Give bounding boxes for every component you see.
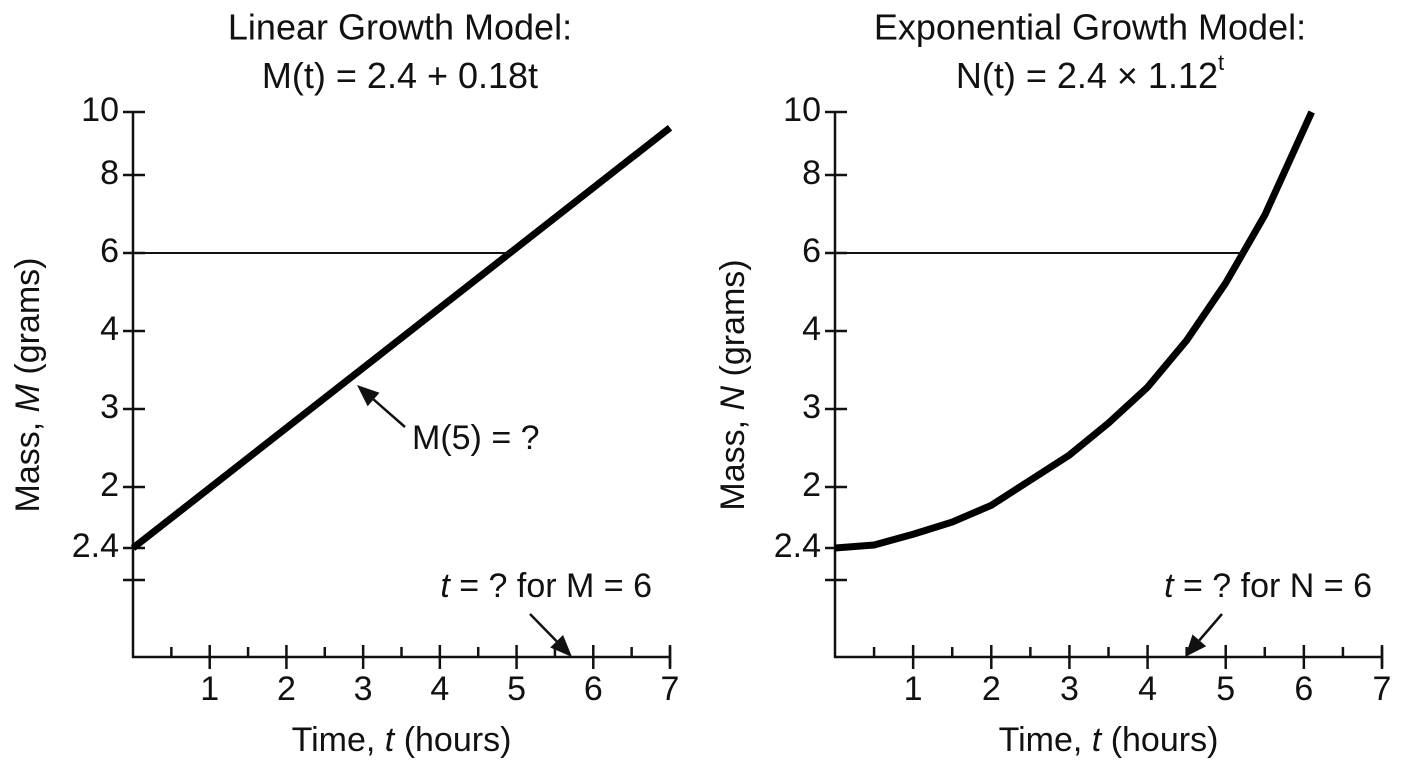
x-tick-label: 5 bbox=[1216, 670, 1235, 708]
text-part: Time, bbox=[999, 721, 1092, 759]
axis bbox=[833, 112, 1382, 659]
text-part: (hours) bbox=[1101, 721, 1218, 759]
annotation-arrow bbox=[1198, 613, 1223, 642]
curve bbox=[834, 110, 1315, 552]
chart-title: M(t) = 2.4 + 0.18t bbox=[262, 55, 538, 96]
text-part: Time, bbox=[292, 721, 385, 759]
y-tick-label: 2.4 bbox=[72, 527, 119, 565]
annotation: M(5) = ? bbox=[412, 419, 540, 457]
text-part: M bbox=[9, 383, 47, 412]
annotation-arrow bbox=[529, 613, 558, 643]
x-tick-label: 3 bbox=[1060, 670, 1079, 708]
text-part: N(t) = 2.4 × 1.12 bbox=[956, 55, 1218, 96]
x-tick-label: 1 bbox=[200, 670, 219, 708]
chart-title: N(t) = 2.4 × 1.12t bbox=[956, 50, 1224, 96]
y-tick-label: 2 bbox=[802, 466, 821, 504]
text-part: Mass, bbox=[714, 411, 752, 511]
x-tick-label: 6 bbox=[1294, 670, 1313, 708]
superscript: t bbox=[1218, 50, 1224, 75]
annotation-arrow bbox=[372, 398, 406, 428]
annotation: t = ? for N = 6 bbox=[1164, 567, 1372, 605]
x-tick-label: 7 bbox=[661, 670, 680, 708]
text-part: N bbox=[714, 386, 752, 411]
x-tick-label: 6 bbox=[584, 670, 603, 708]
text-part: t bbox=[385, 721, 396, 759]
text-part: t bbox=[1164, 567, 1175, 605]
text-part: M(t) = 2.4 + 0.18t bbox=[262, 55, 538, 96]
chart-title: Linear Growth Model: bbox=[228, 7, 572, 48]
x-axis-label: Time, t (hours) bbox=[999, 721, 1219, 759]
y-tick-label: 8 bbox=[802, 154, 821, 192]
y-tick-label: 2.4 bbox=[774, 527, 821, 565]
y-tick-label: 4 bbox=[802, 310, 821, 348]
arrow-head bbox=[550, 634, 572, 657]
x-tick-label: 3 bbox=[354, 670, 373, 708]
text-part: t bbox=[1092, 721, 1103, 759]
y-tick-label: 10 bbox=[783, 91, 821, 129]
x-tick-label: 2 bbox=[982, 670, 1001, 708]
axis bbox=[131, 112, 670, 659]
y-axis-label: Mass, M (grams) bbox=[9, 257, 47, 512]
arrow-head bbox=[357, 385, 380, 407]
x-tick-label: 4 bbox=[1138, 670, 1157, 708]
x-tick-label: 1 bbox=[904, 670, 923, 708]
text-part: M(5) = ? bbox=[412, 419, 540, 457]
y-tick-label: 3 bbox=[802, 388, 821, 426]
text-part: Mass, bbox=[9, 412, 47, 512]
x-tick-label: 2 bbox=[277, 670, 296, 708]
annotation: t = ? for M = 6 bbox=[440, 567, 652, 605]
x-axis-label: Time, t (hours) bbox=[292, 721, 512, 759]
text-part: = ? for M = 6 bbox=[450, 567, 652, 605]
text-part: (hours) bbox=[394, 721, 511, 759]
arrow-head bbox=[1185, 634, 1207, 657]
y-tick-label: 4 bbox=[100, 310, 119, 348]
curve bbox=[130, 124, 673, 551]
text-part: (grams) bbox=[9, 257, 47, 384]
y-tick-label: 3 bbox=[100, 388, 119, 426]
text-part: t bbox=[440, 567, 451, 605]
text-part: = ? for N = 6 bbox=[1174, 567, 1372, 605]
y-tick-label: 6 bbox=[802, 232, 821, 270]
y-tick-label: 10 bbox=[81, 91, 119, 129]
x-tick-label: 5 bbox=[507, 670, 526, 708]
y-tick-label: 2 bbox=[100, 466, 119, 504]
text-part: (grams) bbox=[714, 259, 752, 386]
y-tick-label: 8 bbox=[100, 154, 119, 192]
y-tick-label: 6 bbox=[100, 232, 119, 270]
x-tick-label: 4 bbox=[430, 670, 449, 708]
x-tick-label: 7 bbox=[1373, 670, 1392, 708]
chart-title: Exponential Growth Model: bbox=[874, 7, 1306, 48]
y-axis-label: Mass, N (grams) bbox=[714, 259, 752, 510]
